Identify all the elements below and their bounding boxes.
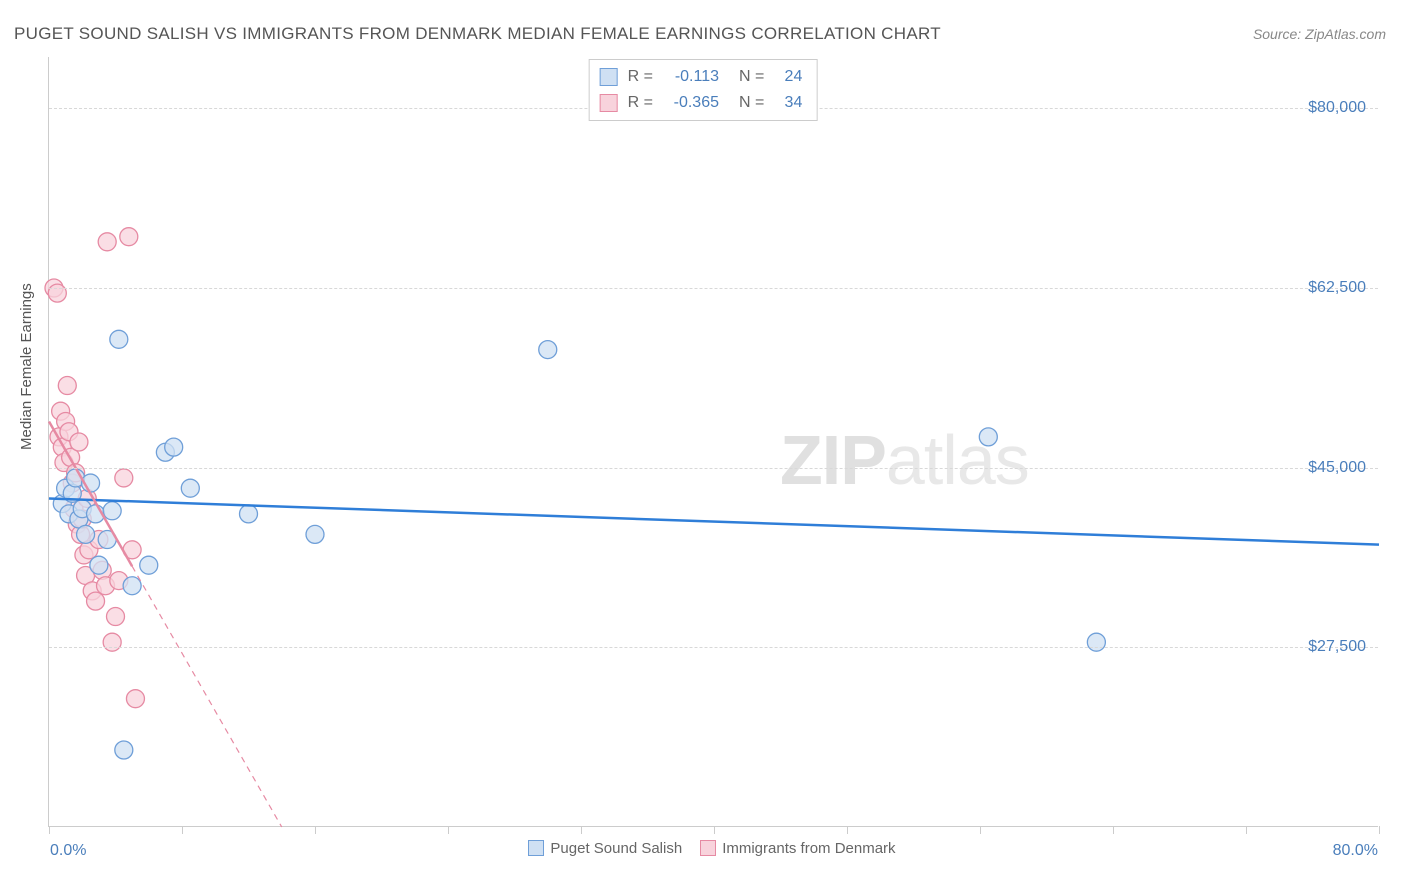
n-label: N = — [739, 64, 764, 90]
x-tick — [980, 826, 981, 834]
scatter-point — [165, 438, 183, 456]
n-label: N = — [739, 90, 764, 116]
correlation-legend: R = -0.113 N = 24 R = -0.365 N = 34 — [589, 59, 818, 121]
scatter-point — [103, 502, 121, 520]
scatter-point — [126, 690, 144, 708]
legend-swatch — [528, 840, 544, 856]
scatter-point — [240, 505, 258, 523]
scatter-point — [107, 608, 125, 626]
scatter-point — [181, 479, 199, 497]
legend-swatch — [600, 94, 618, 112]
scatter-point — [70, 433, 88, 451]
y-tick-label: $62,500 — [1308, 279, 1366, 297]
y-axis-title: Median Female Earnings — [18, 283, 35, 450]
chart-title: PUGET SOUND SALISH VS IMMIGRANTS FROM DE… — [14, 24, 941, 44]
series-legend: Puget Sound Salish Immigrants from Denmar… — [0, 840, 1406, 857]
scatter-point — [48, 284, 66, 302]
r-value: -0.365 — [663, 90, 719, 116]
scatter-point — [58, 377, 76, 395]
y-tick-label: $80,000 — [1308, 99, 1366, 117]
scatter-point — [1087, 633, 1105, 651]
scatter-point — [98, 233, 116, 251]
chart-plot-area: $27,500 $45,000 $62,500 $80,000 — [48, 57, 1378, 827]
legend-row: R = -0.365 N = 34 — [600, 90, 803, 116]
n-value: 24 — [774, 64, 802, 90]
scatter-point — [539, 341, 557, 359]
legend-swatch — [700, 840, 716, 856]
trend-line-dashed — [132, 566, 282, 827]
y-tick-label: $27,500 — [1308, 638, 1366, 656]
n-value: 34 — [774, 90, 802, 116]
legend-row: R = -0.113 N = 24 — [600, 64, 803, 90]
r-value: -0.113 — [663, 64, 719, 90]
scatter-point — [90, 556, 108, 574]
scatter-point — [87, 592, 105, 610]
legend-label: Puget Sound Salish — [550, 840, 682, 857]
r-label: R = — [628, 64, 653, 90]
scatter-point — [110, 330, 128, 348]
x-tick — [1379, 826, 1380, 834]
scatter-point — [979, 428, 997, 446]
legend-label: Immigrants from Denmark — [722, 840, 895, 857]
y-tick-label: $45,000 — [1308, 459, 1366, 477]
scatter-point — [120, 228, 138, 246]
source-attribution: Source: ZipAtlas.com — [1253, 26, 1386, 42]
gridline — [49, 647, 1378, 648]
r-label: R = — [628, 90, 653, 116]
x-tick — [49, 826, 50, 834]
x-tick — [1113, 826, 1114, 834]
gridline — [49, 288, 1378, 289]
scatter-point — [103, 633, 121, 651]
scatter-point — [306, 525, 324, 543]
x-tick — [315, 826, 316, 834]
gridline — [49, 468, 1378, 469]
x-tick — [448, 826, 449, 834]
scatter-point — [115, 469, 133, 487]
scatter-point — [77, 525, 95, 543]
x-tick — [581, 826, 582, 834]
legend-swatch — [600, 68, 618, 86]
scatter-point — [140, 556, 158, 574]
scatter-plot-svg — [49, 57, 1378, 826]
x-tick — [182, 826, 183, 834]
scatter-point — [115, 741, 133, 759]
x-tick — [1246, 826, 1247, 834]
x-tick — [714, 826, 715, 834]
scatter-point — [123, 577, 141, 595]
x-tick — [847, 826, 848, 834]
